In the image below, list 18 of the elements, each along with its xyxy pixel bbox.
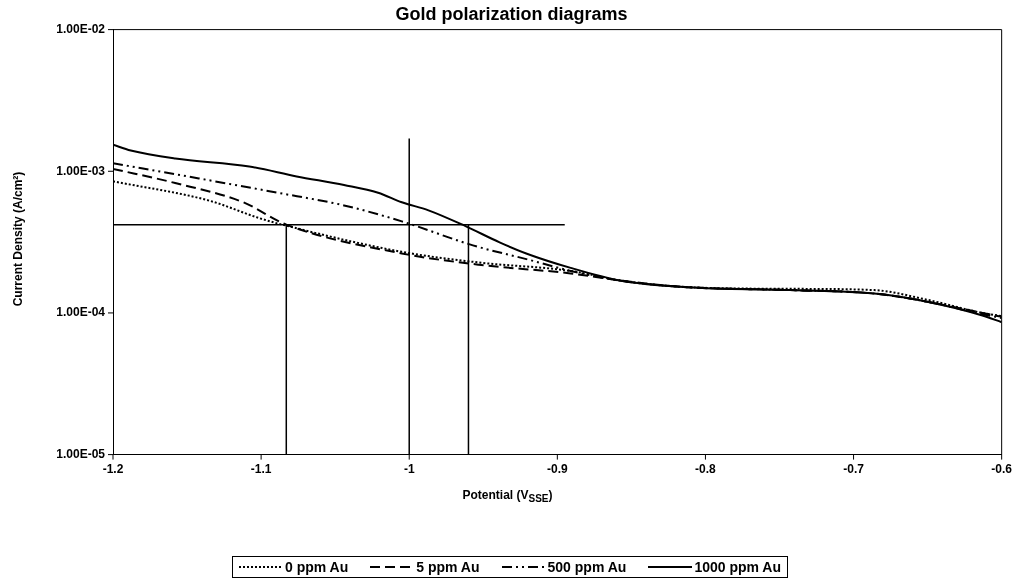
chart-title: Gold polarization diagrams [395, 3, 628, 24]
legend-label: 5 ppm Au [416, 559, 480, 575]
y-axis-title: Current Density (A/cm²) [11, 170, 25, 309]
x-tick-label: -1.1 [250, 462, 272, 477]
x-tick-label: -1 [403, 462, 415, 477]
y-tick-label: 1.00E-03 [56, 163, 106, 178]
y-tick-label: 1.00E-05 [56, 446, 106, 461]
legend-label: 0 ppm Au [285, 559, 349, 575]
legend-label: 500 ppm Au [547, 559, 627, 575]
x-tick-label: -1.2 [102, 462, 124, 477]
y-tick-label: 1.00E-04 [56, 305, 106, 320]
legend-label: 1000 ppm Au [694, 559, 781, 575]
x-tick-label: -0.8 [695, 462, 717, 477]
x-axis-title: Potential (V$_{SSE}$) [461, 488, 554, 505]
x-tick-label: -0.7 [843, 462, 865, 477]
y-tick-label: 1.00E-02 [56, 21, 106, 36]
x-tick-label: -0.9 [546, 462, 568, 477]
x-tick-label: -0.6 [991, 462, 1013, 477]
